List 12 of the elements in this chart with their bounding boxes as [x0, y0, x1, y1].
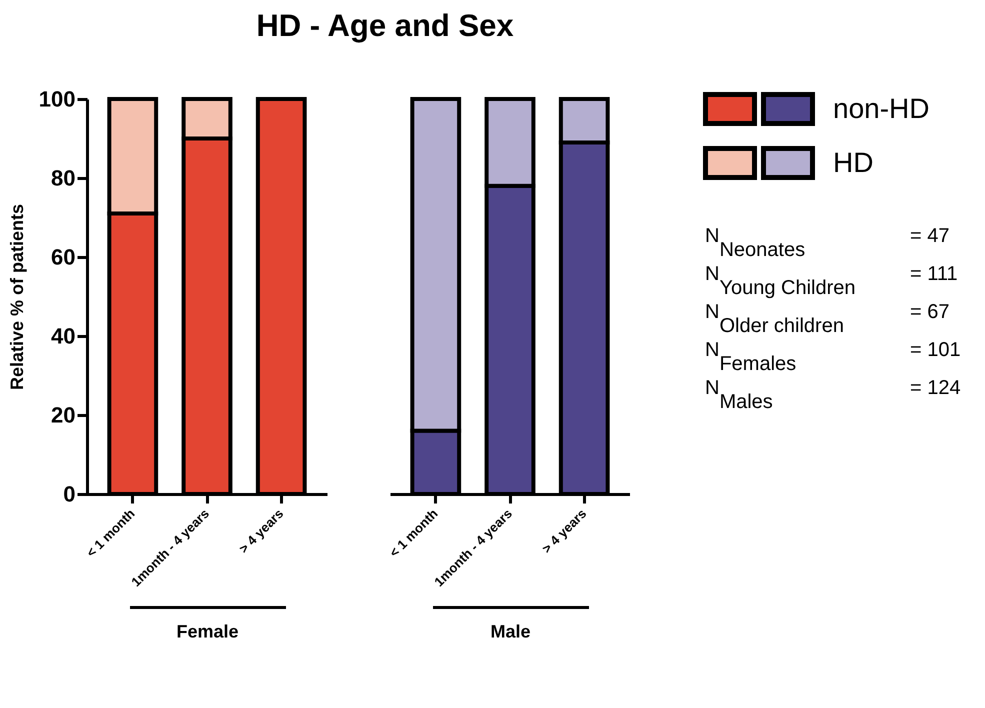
- y-axis-title: Relative % of patients: [6, 204, 27, 390]
- legend-label: HD: [833, 147, 874, 179]
- y-tick-label: 60: [51, 244, 76, 270]
- y-tick-label: 20: [51, 402, 76, 428]
- y-tick-label: 80: [51, 166, 76, 190]
- y-tick-label: 40: [51, 324, 76, 348]
- x-axis-title: Male: [490, 622, 531, 642]
- legend-label: non-HD: [833, 93, 930, 125]
- x-axis-title: Female: [176, 622, 239, 642]
- y-tick-label: 100: [38, 86, 76, 112]
- y-tick-label: 0: [63, 482, 76, 506]
- chart-title: HD - Age and Sex: [255, 8, 515, 44]
